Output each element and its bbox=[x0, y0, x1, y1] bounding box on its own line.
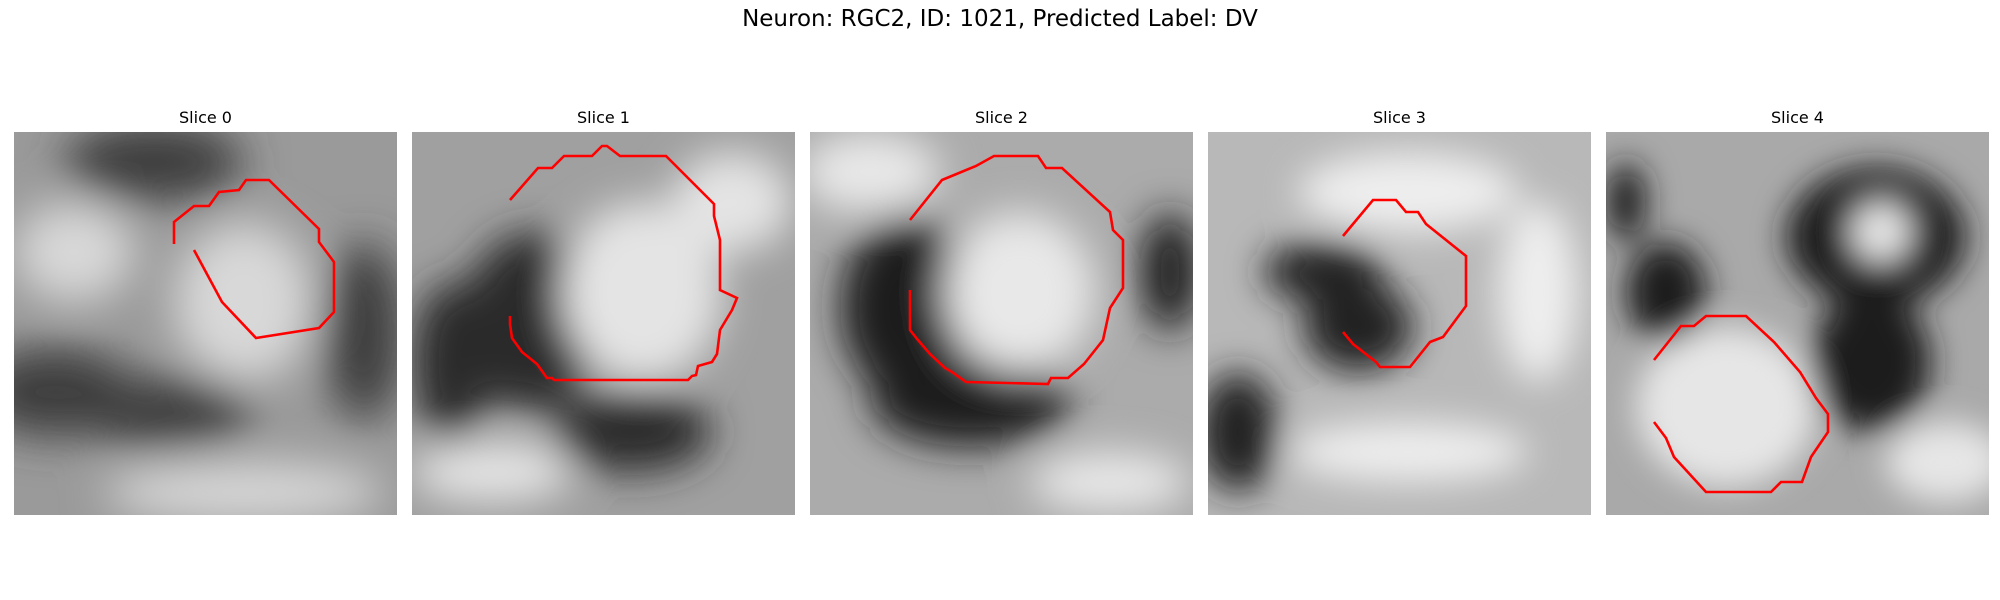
slice-panel-0: Slice 0 bbox=[14, 106, 397, 515]
slice-title-4: Slice 4 bbox=[1771, 108, 1824, 127]
contour-1 bbox=[508, 144, 739, 382]
slice-panel-1: Slice 1 bbox=[412, 106, 795, 515]
slice-image-2 bbox=[810, 132, 1193, 515]
slice-panel-2: Slice 2 bbox=[810, 106, 1193, 515]
slice-title-0: Slice 0 bbox=[179, 108, 232, 127]
slice-image-1 bbox=[412, 132, 795, 515]
slice-panel-3: Slice 3 bbox=[1208, 106, 1591, 515]
contour-2 bbox=[908, 154, 1125, 386]
contour-4 bbox=[1652, 314, 1830, 494]
contour-0 bbox=[172, 178, 336, 340]
slice-image-4 bbox=[1606, 132, 1989, 515]
slice-image-3 bbox=[1208, 132, 1591, 515]
slice-title-3: Slice 3 bbox=[1373, 108, 1426, 127]
slice-title-1: Slice 1 bbox=[577, 108, 630, 127]
slice-panel-4: Slice 4 bbox=[1606, 106, 1989, 515]
figure-title: Neuron: RGC2, ID: 1021, Predicted Label:… bbox=[742, 6, 1258, 32]
contour-3 bbox=[1342, 198, 1468, 369]
slice-title-2: Slice 2 bbox=[975, 108, 1028, 127]
slice-image-0 bbox=[14, 132, 397, 515]
